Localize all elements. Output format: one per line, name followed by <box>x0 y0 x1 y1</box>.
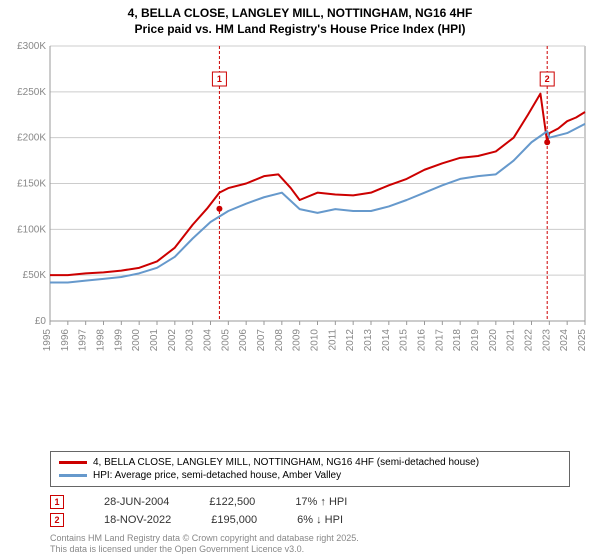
legend-item: 4, BELLA CLOSE, LANGLEY MILL, NOTTINGHAM… <box>59 456 561 469</box>
svg-text:2001: 2001 <box>149 329 160 352</box>
svg-text:2023: 2023 <box>541 329 552 352</box>
transaction-row: 2 18-NOV-2022 £195,000 6% ↓ HPI <box>50 511 590 529</box>
svg-text:2: 2 <box>545 74 550 84</box>
chart-container: 4, BELLA CLOSE, LANGLEY MILL, NOTTINGHAM… <box>0 0 600 560</box>
svg-text:1997: 1997 <box>78 329 89 352</box>
title-line-1: 4, BELLA CLOSE, LANGLEY MILL, NOTTINGHAM… <box>10 6 590 22</box>
svg-text:£150K: £150K <box>17 179 46 190</box>
svg-text:1998: 1998 <box>96 329 107 352</box>
svg-text:2007: 2007 <box>256 329 267 352</box>
footer-line-2: This data is licensed under the Open Gov… <box>50 544 590 556</box>
legend-swatch <box>59 474 87 477</box>
transactions-table: 1 28-JUN-2004 £122,500 17% ↑ HPI 2 18-NO… <box>50 493 590 529</box>
svg-text:2015: 2015 <box>399 329 410 352</box>
svg-text:2020: 2020 <box>488 329 499 352</box>
svg-text:2025: 2025 <box>577 329 588 352</box>
svg-text:1996: 1996 <box>60 329 71 352</box>
svg-text:2018: 2018 <box>452 329 463 352</box>
svg-text:2002: 2002 <box>167 329 178 352</box>
svg-text:2005: 2005 <box>220 329 231 352</box>
svg-text:2013: 2013 <box>363 329 374 352</box>
chart-area: £0 £50K £100K £150K £200K £250K £300K 1995 1996 1… <box>10 41 590 446</box>
transaction-price: £122,500 <box>209 496 255 508</box>
footer-line-1: Contains HM Land Registry data © Crown c… <box>50 533 590 545</box>
svg-text:2009: 2009 <box>292 329 303 352</box>
svg-text:2004: 2004 <box>203 329 214 352</box>
marker-badge: 1 <box>50 495 64 509</box>
svg-text:1995: 1995 <box>42 329 53 352</box>
svg-text:2010: 2010 <box>310 329 321 352</box>
transaction-delta: 17% ↑ HPI <box>295 496 347 508</box>
svg-text:2019: 2019 <box>470 329 481 352</box>
legend-label: HPI: Average price, semi-detached house,… <box>93 470 341 481</box>
marker-badge: 2 <box>50 513 64 527</box>
svg-text:1999: 1999 <box>113 329 124 352</box>
transaction-date: 18-NOV-2022 <box>104 514 171 526</box>
svg-text:2008: 2008 <box>274 329 285 352</box>
svg-text:£250K: £250K <box>17 87 46 98</box>
svg-text:2017: 2017 <box>434 329 445 352</box>
title-line-2: Price paid vs. HM Land Registry's House … <box>10 22 590 38</box>
line-chart: £0 £50K £100K £150K £200K £250K £300K 1995 1996 1… <box>10 41 590 361</box>
svg-text:2012: 2012 <box>345 329 356 352</box>
svg-text:2011: 2011 <box>327 329 338 351</box>
svg-text:2024: 2024 <box>559 329 570 352</box>
svg-text:1: 1 <box>217 74 222 84</box>
svg-text:£200K: £200K <box>17 133 46 144</box>
transaction-price: £195,000 <box>211 514 257 526</box>
svg-text:2016: 2016 <box>417 329 428 352</box>
legend-item: HPI: Average price, semi-detached house,… <box>59 469 561 482</box>
svg-text:£100K: £100K <box>17 225 46 236</box>
transaction-row: 1 28-JUN-2004 £122,500 17% ↑ HPI <box>50 493 590 511</box>
legend-label: 4, BELLA CLOSE, LANGLEY MILL, NOTTINGHAM… <box>93 457 479 468</box>
svg-text:2022: 2022 <box>524 329 535 352</box>
legend-swatch <box>59 461 87 464</box>
svg-text:£0: £0 <box>35 316 47 327</box>
legend: 4, BELLA CLOSE, LANGLEY MILL, NOTTINGHAM… <box>50 451 570 487</box>
footer: Contains HM Land Registry data © Crown c… <box>50 533 590 556</box>
svg-text:£50K: £50K <box>23 270 47 281</box>
svg-text:2006: 2006 <box>238 329 249 352</box>
svg-text:2000: 2000 <box>131 329 142 352</box>
transaction-delta: 6% ↓ HPI <box>297 514 343 526</box>
svg-text:2021: 2021 <box>506 329 517 352</box>
svg-text:£300K: £300K <box>17 41 46 52</box>
svg-text:2014: 2014 <box>381 329 392 352</box>
svg-text:2003: 2003 <box>185 329 196 352</box>
transaction-date: 28-JUN-2004 <box>104 496 169 508</box>
